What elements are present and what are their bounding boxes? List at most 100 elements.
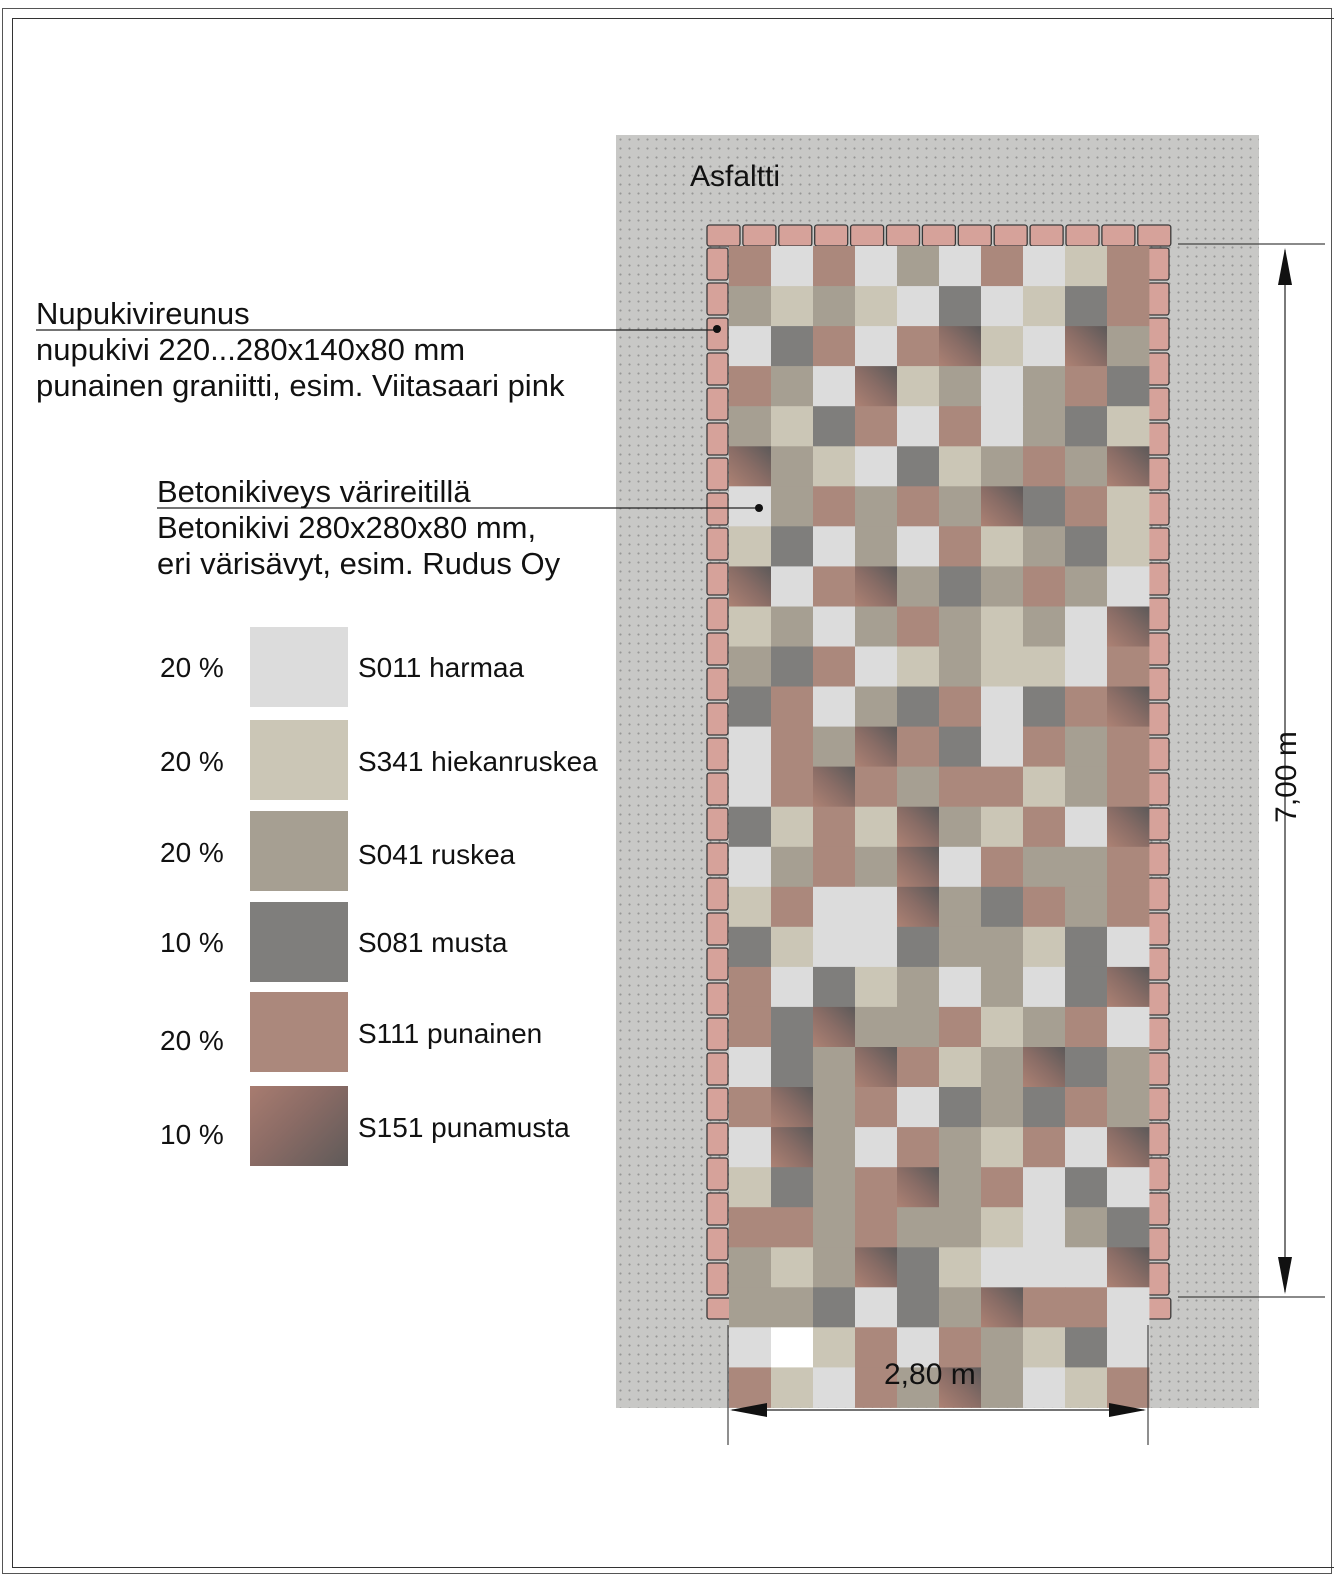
paving-stone <box>1107 646 1150 687</box>
paving-stone <box>855 606 898 647</box>
paving-stone <box>813 1367 856 1408</box>
paving-stone <box>939 806 982 848</box>
paving-stone <box>729 1127 772 1168</box>
paving-stone <box>771 1247 814 1288</box>
granite-sett <box>742 224 777 247</box>
paving-stone <box>855 886 898 928</box>
paving-stone <box>897 1367 940 1408</box>
paving-stone <box>855 1367 898 1408</box>
granite-sett <box>706 562 729 596</box>
paving-stone <box>771 846 814 888</box>
paving-stone <box>981 526 1024 567</box>
granite-sett <box>1147 247 1170 281</box>
granite-sett <box>1147 1122 1170 1156</box>
paving-stone <box>813 286 856 327</box>
granite-sett <box>706 1087 729 1121</box>
paving-stone <box>981 486 1024 527</box>
paving-stone <box>813 966 856 1008</box>
dimension-arrow-up <box>1278 248 1292 285</box>
paving-stone <box>981 886 1024 928</box>
granite-sett <box>778 224 813 247</box>
paving-stone <box>855 486 898 527</box>
paving-stone <box>771 1207 814 1248</box>
granite-sett <box>706 807 729 841</box>
paving-stone <box>897 1327 940 1368</box>
paving-stone <box>1023 406 1066 447</box>
paving-stone <box>855 1327 898 1368</box>
paving-stone <box>1023 246 1066 287</box>
paving-stone <box>1023 846 1066 888</box>
paving-stone <box>981 726 1024 768</box>
paving-stone <box>813 486 856 527</box>
paving-stone <box>813 766 856 808</box>
paving-stone <box>1107 806 1150 848</box>
paving-stone <box>813 1327 856 1368</box>
legend-percent: 20 % <box>160 746 224 777</box>
paving-stone <box>981 1287 1024 1328</box>
paving-stone <box>939 406 982 447</box>
paving-stone <box>813 1127 856 1168</box>
paving-stone <box>939 246 982 287</box>
paving-stone <box>729 1006 772 1048</box>
paving-stone <box>771 446 814 487</box>
paving-stone <box>729 1367 772 1408</box>
paving-stone <box>1107 1287 1150 1328</box>
granite-sett <box>706 282 729 316</box>
paving-stone <box>771 1367 814 1408</box>
granite-sett <box>706 492 729 526</box>
paving-stone <box>1065 1087 1108 1128</box>
paving-stone <box>771 1287 814 1328</box>
legend-swatch <box>250 811 348 891</box>
paving-stone <box>1023 566 1066 607</box>
granite-sett <box>1147 1262 1170 1296</box>
paving-stone <box>1023 486 1066 527</box>
legend-percent: 20 % <box>160 837 224 868</box>
paving-stone <box>1107 1087 1150 1128</box>
paving-stone <box>981 606 1024 647</box>
paving-stone <box>729 646 772 687</box>
paving-stone <box>1065 1367 1108 1408</box>
paving-stone <box>939 486 982 527</box>
paving-stone <box>981 1167 1024 1208</box>
paving-stone <box>729 1087 772 1128</box>
granite-sett <box>706 527 729 561</box>
leader-lines <box>36 325 763 512</box>
paving-stone <box>897 646 940 687</box>
paving-stone <box>1023 1047 1066 1088</box>
paving-stone <box>897 606 940 647</box>
granite-sett <box>706 597 729 631</box>
paving-stone <box>897 406 940 447</box>
paving-stone <box>729 1167 772 1208</box>
paving-stone <box>729 406 772 447</box>
paving-stone <box>897 966 940 1008</box>
paving-stone <box>813 886 856 928</box>
paving-stone <box>981 286 1024 327</box>
paving-stone <box>855 526 898 567</box>
paving-stone <box>981 1127 1024 1168</box>
paving-stone <box>1065 526 1108 567</box>
paving-stone <box>1107 486 1150 527</box>
paving-stone <box>771 1047 814 1088</box>
vertical-dimension <box>1178 243 1325 1298</box>
paving-stone <box>939 846 982 888</box>
granite-sett <box>1147 1157 1170 1191</box>
paving-stone <box>1065 726 1108 768</box>
paving-stone <box>771 246 814 287</box>
paving-stone <box>855 686 898 727</box>
paving-stone <box>1023 646 1066 687</box>
paving-stone <box>1065 806 1108 848</box>
paving-stone <box>1065 846 1108 888</box>
paving-stone <box>1023 446 1066 487</box>
paving-stone <box>897 686 940 727</box>
granite-sett <box>1147 702 1170 736</box>
legend-name: S111 punainen <box>358 1018 543 1049</box>
drawing-frame-outer <box>2 8 1332 1574</box>
paving-stone <box>813 726 856 768</box>
legend-percent: 10 % <box>160 927 224 958</box>
paving-stone <box>729 366 772 407</box>
paving-stone <box>897 846 940 888</box>
granite-sett <box>1147 667 1170 701</box>
paving-stone <box>855 446 898 487</box>
paving-stone <box>1023 686 1066 727</box>
paving-stone <box>771 1006 814 1048</box>
